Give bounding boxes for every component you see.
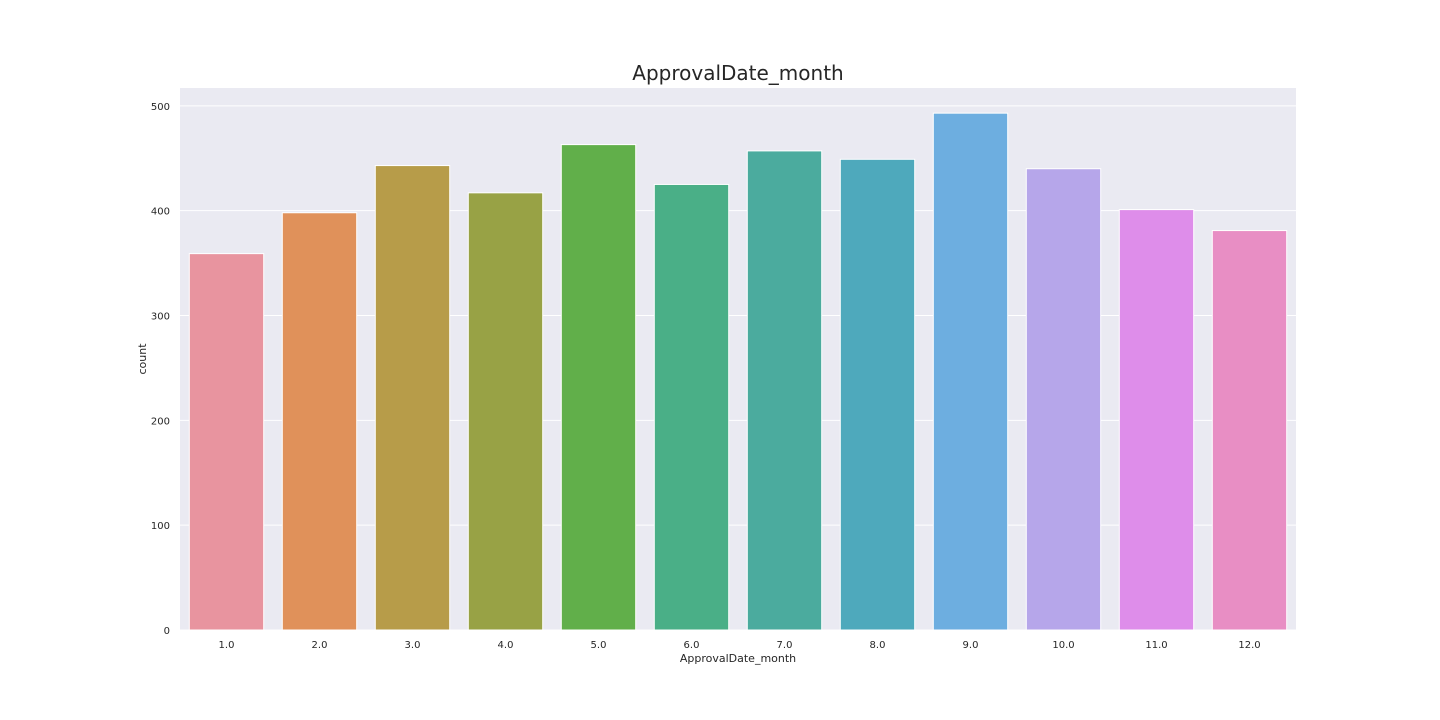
bars [188, 112, 1288, 631]
y-tick-label: 0 [164, 626, 170, 637]
bar-8.0 [839, 158, 916, 631]
y-tick-label: 400 [151, 207, 170, 218]
x-tick-label: 2.0 [312, 640, 328, 651]
y-tick-label: 100 [151, 521, 170, 532]
x-tick-label: 9.0 [963, 640, 979, 651]
x-tick-label: 1.0 [219, 640, 235, 651]
plot-area [180, 88, 1296, 630]
y-axis-label: count [136, 343, 149, 375]
x-axis-label: ApprovalDate_month [680, 652, 796, 665]
x-tick-label: 6.0 [684, 640, 700, 651]
bar-2.0 [281, 212, 358, 631]
y-tick-label: 300 [151, 311, 170, 322]
bar-11.0 [1118, 209, 1195, 631]
gridlines [180, 105, 1296, 631]
x-tick-label: 4.0 [498, 640, 514, 651]
x-tick-label: 5.0 [591, 640, 607, 651]
bar-3.0 [374, 165, 451, 631]
x-tick-label: 12.0 [1238, 640, 1260, 651]
x-tick-label: 3.0 [405, 640, 421, 651]
x-tick-label: 8.0 [870, 640, 886, 651]
bar-7.0 [746, 150, 823, 631]
y-tick-label: 200 [151, 416, 170, 427]
bar-4.0 [467, 192, 544, 631]
y-tick-label: 500 [151, 102, 170, 113]
bar-12.0 [1211, 230, 1288, 631]
bar-1.0 [188, 253, 265, 631]
x-tick-label: 11.0 [1145, 640, 1167, 651]
bar-5.0 [560, 144, 637, 631]
bar-9.0 [932, 112, 1009, 631]
x-tick-labels: 1.0 2.0 3.0 4.0 5.0 6.0 7.0 8.0 9.0 10.0 11.0 12.0 [219, 640, 1261, 651]
x-tick-label: 7.0 [777, 640, 793, 651]
x-tick-label: 10.0 [1052, 640, 1074, 651]
bar-6.0 [653, 183, 730, 631]
y-tick-labels: 0 100 200 300 400 500 [151, 102, 170, 637]
chart-title: ApprovalDate_month [632, 61, 843, 85]
bar-10.0 [1025, 168, 1102, 631]
